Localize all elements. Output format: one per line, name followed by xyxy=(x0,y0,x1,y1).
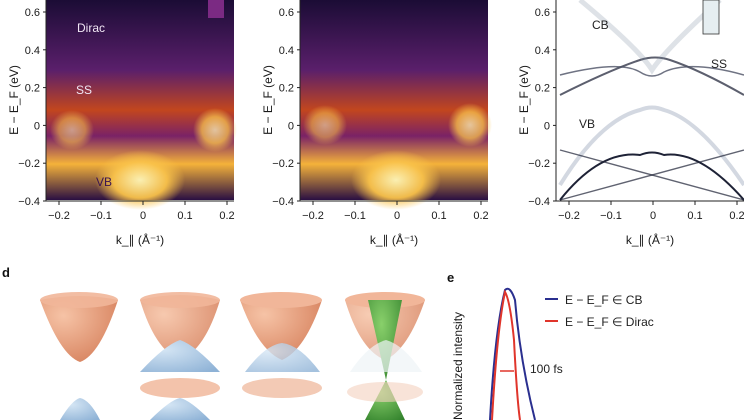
x-tick-label-3: −0.1 xyxy=(600,210,622,222)
label-vb-1: VB xyxy=(96,175,112,189)
dirac-trace xyxy=(491,289,521,420)
y-tick-label-1: 0.6 xyxy=(25,7,40,19)
x-axis-label-2: k_∥ (Å⁻¹) xyxy=(370,232,418,247)
cb-trace xyxy=(489,287,536,420)
legend-cb-label: E − E_F ∈ CB xyxy=(565,293,642,307)
y-tick-label-3: 0.6 xyxy=(535,7,550,19)
x-tick-label-1: 0 xyxy=(140,210,146,222)
orange-cone-3 xyxy=(240,295,322,360)
y-tick-label-2: 0.4 xyxy=(279,45,294,57)
axes-top: 0.6 0.4 0.2 0 −0.2 −0.4 −0.2 −0.1 0 0.1 0.2 k_∥ (Å⁻… xyxy=(7,0,744,247)
y-tick-label-2: −0.4 xyxy=(272,196,294,208)
y-axis-label-3: E − E_F (eV) xyxy=(517,65,531,135)
annotation-100fs: 100 fs xyxy=(530,362,563,376)
panel-letter-e: e xyxy=(447,270,454,285)
x-tick-label-2: 0 xyxy=(394,210,400,222)
x-tick-label-1: 0.2 xyxy=(219,210,234,222)
y-tick-label-3: 0.2 xyxy=(535,83,550,95)
label-dirac: Dirac xyxy=(77,21,105,35)
label-ss-3: SS xyxy=(711,57,727,71)
blue-cone-3 xyxy=(245,343,320,372)
y-axis-label-1: E − E_F (eV) xyxy=(7,65,21,135)
y-tick-label-3: 0 xyxy=(544,120,550,132)
y-tick-label-1: 0.4 xyxy=(25,45,40,57)
panel-e xyxy=(489,287,558,420)
colorbar-3 xyxy=(702,0,720,35)
y-tick-label-1: 0 xyxy=(34,120,40,132)
blue-cone-2 xyxy=(140,340,220,372)
blue-cone-1 xyxy=(60,398,100,420)
x-tick-label-1: −0.1 xyxy=(90,210,112,222)
x-tick-label-1: 0.1 xyxy=(177,210,192,222)
orange-cone-1 xyxy=(40,296,118,362)
arpes-panel-2 xyxy=(300,0,492,210)
label-cb: CB xyxy=(592,18,609,32)
cones-panel-d xyxy=(40,292,425,420)
panel-e-ylabel: Normalized intensity xyxy=(451,312,465,420)
panel-letter-d: d xyxy=(2,265,10,280)
x-tick-label-2: 0.2 xyxy=(473,210,488,222)
x-tick-label-3: 0.2 xyxy=(729,210,744,222)
y-tick-label-2: 0.2 xyxy=(279,83,294,95)
y-axis-label-2: E − E_F (eV) xyxy=(261,65,275,135)
x-tick-label-2: −0.1 xyxy=(344,210,366,222)
label-ss-1: SS xyxy=(76,83,92,97)
legend-dirac-label: E − E_F ∈ Dirac xyxy=(565,315,654,329)
colorbar-1 xyxy=(208,0,224,18)
orange-cone-2 xyxy=(140,295,220,360)
x-axis-label-1: k_∥ (Å⁻¹) xyxy=(116,232,164,247)
x-axis-label-3: k_∥ (Å⁻¹) xyxy=(626,232,674,247)
x-tick-label-1: −0.2 xyxy=(48,210,70,222)
arpes-panel-1 xyxy=(46,0,237,210)
x-tick-label-3: 0.1 xyxy=(687,210,702,222)
y-tick-label-3: −0.2 xyxy=(528,158,550,170)
y-tick-label-3: −0.4 xyxy=(528,196,550,208)
y-tick-label-3: 0.4 xyxy=(535,45,550,57)
y-tick-label-2: 0 xyxy=(288,120,294,132)
x-tick-label-2: 0.1 xyxy=(431,210,446,222)
green-cone-top xyxy=(368,300,402,380)
y-tick-label-1: 0.2 xyxy=(25,83,40,95)
y-tick-label-1: −0.2 xyxy=(18,158,40,170)
y-tick-label-2: 0.6 xyxy=(279,7,294,19)
x-tick-label-3: 0 xyxy=(650,210,656,222)
x-tick-label-2: −0.2 xyxy=(302,210,324,222)
y-tick-label-1: −0.4 xyxy=(18,196,40,208)
y-tick-label-2: −0.2 xyxy=(272,158,294,170)
x-tick-label-3: −0.2 xyxy=(558,210,580,222)
label-vb-3: VB xyxy=(579,117,595,131)
calc-panel-3 xyxy=(556,0,744,201)
